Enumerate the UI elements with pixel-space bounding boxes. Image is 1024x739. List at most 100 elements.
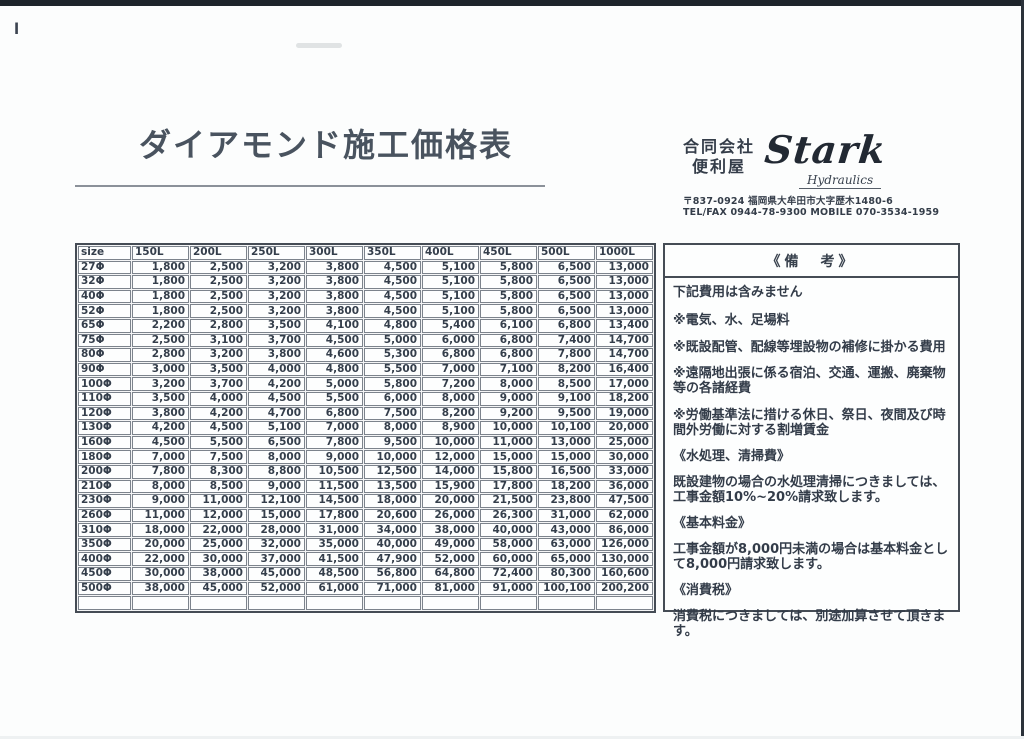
table-row: 230Φ 9,000 11,000 12,100 14,500 18,000 20,000 2… — [78, 494, 653, 508]
price-cell: 6,800 — [480, 348, 537, 362]
price-cell: 126,000 — [596, 537, 653, 552]
price-cell: 34,000 — [364, 523, 421, 537]
price-cell: 20,000 — [132, 537, 189, 552]
size-cell — [78, 596, 131, 610]
scan-edge-bottom — [0, 736, 1024, 739]
price-cell: 3,800 — [248, 348, 305, 362]
price-table-body: 27Φ 1,800 2,500 3,200 3,800 4,500 5,100 5,800 6,… — [78, 260, 653, 610]
price-cell: 18,000 — [132, 523, 189, 537]
price-cell: 3,200 — [132, 377, 189, 391]
size-cell: 100Φ — [78, 377, 131, 391]
price-cell: 86,000 — [596, 523, 653, 537]
price-cell: 2,500 — [190, 289, 247, 304]
column-header: 150L — [132, 246, 189, 260]
price-cell: 81,000 — [422, 581, 479, 596]
price-cell: 3,500 — [190, 362, 247, 377]
price-cell: 14,000 — [422, 464, 479, 479]
scan-smudge — [296, 43, 342, 48]
table-row: 180Φ 7,000 7,500 8,000 9,000 10,000 12,000 15,0… — [78, 450, 653, 464]
table-row: 40Φ 1,800 2,500 3,200 3,800 4,500 5,100 5,800 6,… — [78, 289, 653, 304]
size-cell: 500Φ — [78, 581, 131, 596]
price-cell: 9,200 — [480, 406, 537, 421]
price-cell: 65,000 — [538, 552, 595, 567]
remark-line: ※労働基準法に措ける休日、祭日、夜間及び時間外労働に対する割増賃金 — [673, 407, 946, 438]
price-cell: 2,800 — [132, 348, 189, 362]
price-cell: 21,500 — [480, 494, 537, 508]
price-cell: 31,000 — [306, 523, 363, 537]
price-cell: 38,000 — [422, 523, 479, 537]
price-cell: 9,000 — [132, 494, 189, 508]
price-cell: 3,500 — [248, 318, 305, 333]
price-cell: 4,500 — [364, 260, 421, 275]
price-table: size 150L 200L 250L 300L 350L 400L 450L 500L 1000… — [75, 243, 656, 613]
price-cell: 3,800 — [306, 289, 363, 304]
price-cell: 14,500 — [306, 494, 363, 508]
price-cell: 72,400 — [480, 567, 537, 581]
price-cell: 8,200 — [538, 362, 595, 377]
price-cell: 8,800 — [248, 464, 305, 479]
price-cell: 4,200 — [190, 406, 247, 421]
price-cell: 52,000 — [422, 552, 479, 567]
price-cell: 1,800 — [132, 275, 189, 289]
price-cell: 5,100 — [248, 421, 305, 435]
price-cell: 40,000 — [364, 537, 421, 552]
price-cell: 4,200 — [132, 421, 189, 435]
price-cell: 25,000 — [596, 435, 653, 450]
table-row: 450Φ 30,000 38,000 45,000 48,500 56,800 64,800… — [78, 567, 653, 581]
price-cell: 3,200 — [248, 260, 305, 275]
size-cell: 32Φ — [78, 275, 131, 289]
price-cell: 16,400 — [596, 362, 653, 377]
price-cell: 10,000 — [422, 435, 479, 450]
remark-line: ※遠隔地出張に係る宿泊、交通、運搬、廃棄物等の各諸経費 — [673, 365, 946, 397]
price-cell: 7,400 — [538, 333, 595, 348]
price-cell: 15,900 — [422, 479, 479, 494]
price-cell: 5,800 — [364, 377, 421, 391]
price-cell: 3,100 — [190, 333, 247, 348]
stray-pen-mark: l — [14, 20, 20, 38]
price-cell: 3,700 — [248, 333, 305, 348]
price-cell: 15,000 — [248, 508, 305, 523]
price-cell: 5,100 — [422, 275, 479, 289]
company-name-line1: 合同会社 — [683, 137, 756, 156]
price-cell: 7,500 — [190, 450, 247, 464]
price-cell: 3,800 — [306, 260, 363, 275]
company-address: 〒837-0924 福岡県大牟田市大字歴木1480-6 — [683, 196, 893, 207]
price-cell: 5,500 — [364, 362, 421, 377]
price-cell: 35,000 — [306, 537, 363, 552]
column-header: 450L — [480, 246, 537, 260]
remark-line: ※既設配管、配線等埋設物の補修に掛かる費用 — [673, 339, 946, 355]
price-cell: 64,800 — [422, 567, 479, 581]
price-cell: 7,000 — [132, 450, 189, 464]
price-cell: 3,800 — [306, 275, 363, 289]
price-cell: 16,500 — [538, 464, 595, 479]
price-cell: 28,000 — [248, 523, 305, 537]
price-cell: 18,200 — [538, 479, 595, 494]
price-cell: 4,500 — [364, 304, 421, 318]
price-cell: 6,800 — [306, 406, 363, 421]
price-cell: 4,000 — [248, 362, 305, 377]
price-cell: 8,200 — [422, 406, 479, 421]
price-cell: 3,800 — [306, 304, 363, 318]
price-cell: 37,000 — [248, 552, 305, 567]
remark-line: 消費税につきましては、別途加算させて頂きます。 — [673, 608, 946, 639]
price-cell — [422, 596, 479, 610]
price-cell: 20,000 — [596, 421, 653, 435]
price-cell: 6,500 — [248, 435, 305, 450]
price-cell: 3,500 — [132, 391, 189, 406]
price-cell: 2,200 — [132, 318, 189, 333]
price-cell: 2,500 — [190, 304, 247, 318]
remarks-body: 下記費用は含みません ※電気、水、足場料 ※既設配管、配線等埋設物の補修に掛かる費用… — [665, 278, 958, 639]
company-logo: Stark — [762, 127, 889, 172]
price-cell: 5,300 — [364, 348, 421, 362]
table-row: 65Φ 2,200 2,800 3,500 4,100 4,800 5,400 6,100 6,… — [78, 318, 653, 333]
table-row: 80Φ 2,800 3,200 3,800 4,600 5,300 6,800 6,800 7,… — [78, 348, 653, 362]
size-cell: 40Φ — [78, 289, 131, 304]
price-cell: 9,500 — [538, 406, 595, 421]
price-cell — [480, 596, 537, 610]
price-cell: 71,000 — [364, 581, 421, 596]
price-cell: 30,000 — [132, 567, 189, 581]
title-underline — [75, 185, 545, 187]
price-cell: 62,000 — [596, 508, 653, 523]
price-table-header-row: size 150L 200L 250L 300L 350L 400L 450L 500L 1000… — [78, 246, 653, 260]
table-row: 90Φ 3,000 3,500 4,000 4,800 5,500 7,000 7,100 8,… — [78, 362, 653, 377]
